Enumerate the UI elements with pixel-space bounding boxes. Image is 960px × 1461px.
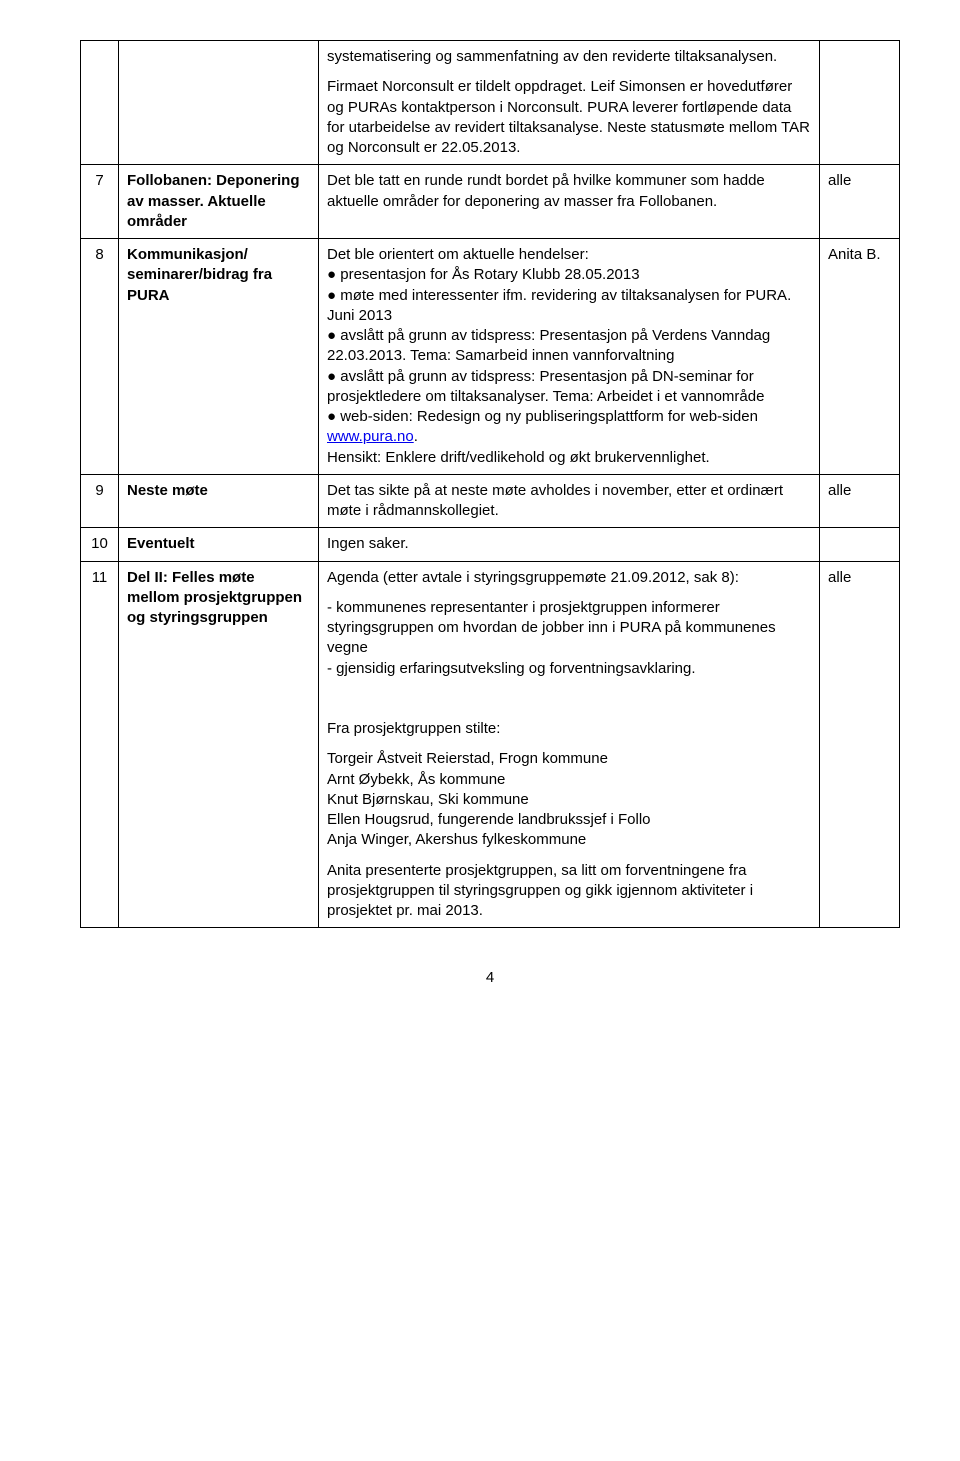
body-paragraph: Det ble orientert om aktuelle hendelser:… (327, 245, 811, 468)
body-paragraph: Anita presenterte prosjektgruppen, sa li… (327, 861, 811, 922)
row-responsible: Anita B. (820, 239, 900, 475)
row-number: 9 (81, 474, 119, 528)
body-paragraph: Fra prosjektgruppen stilte: (327, 719, 811, 739)
body-paragraph (327, 689, 811, 709)
table-row: 7Follobanen: Deponering av masser. Aktue… (81, 165, 900, 239)
row-title: Eventuelt (119, 528, 319, 561)
row-title: Neste møte (119, 474, 319, 528)
row-body: Agenda (etter avtale i styringsgruppemøt… (319, 561, 820, 928)
table-row: 11Del II: Felles møte mellom prosjektgru… (81, 561, 900, 928)
row-title: Del II: Felles møte mellom prosjektgrupp… (119, 561, 319, 928)
table-row: systematisering og sammenfatning av den … (81, 41, 900, 165)
row-body: Ingen saker. (319, 528, 820, 561)
row-responsible (820, 528, 900, 561)
body-paragraph: - kommunenes representanter i prosjektgr… (327, 598, 811, 679)
row-body: Det ble tatt en runde rundt bordet på hv… (319, 165, 820, 239)
table-row: 10Eventuelt Ingen saker. (81, 528, 900, 561)
document-table: systematisering og sammenfatning av den … (80, 40, 900, 928)
body-paragraph: Firmaet Norconsult er tildelt oppdraget.… (327, 77, 811, 158)
row-number: 7 (81, 165, 119, 239)
row-number: 10 (81, 528, 119, 561)
body-paragraph: Torgeir Åstveit Reierstad, Frogn kommune… (327, 749, 811, 850)
row-body: Det tas sikte på at neste møte avholdes … (319, 474, 820, 528)
row-responsible (820, 41, 900, 165)
body-paragraph: Det ble tatt en runde rundt bordet på hv… (327, 171, 811, 212)
table-row: 9Neste møteDet tas sikte på at neste møt… (81, 474, 900, 528)
row-title: Follobanen: Deponering av masser. Aktuel… (119, 165, 319, 239)
row-responsible: alle (820, 474, 900, 528)
table-row: 8Kommunikasjon/ seminarer/bidrag fra PUR… (81, 239, 900, 475)
body-paragraph: Agenda (etter avtale i styringsgruppemøt… (327, 568, 811, 588)
row-number (81, 41, 119, 165)
row-body: Det ble orientert om aktuelle hendelser:… (319, 239, 820, 475)
row-responsible: alle (820, 561, 900, 928)
row-title: Kommunikasjon/ seminarer/bidrag fra PURA (119, 239, 319, 475)
body-paragraph: Det tas sikte på at neste møte avholdes … (327, 481, 811, 522)
body-paragraph: Ingen saker. (327, 534, 811, 554)
row-number: 8 (81, 239, 119, 475)
pura-link[interactable]: www.pura.no (327, 428, 414, 445)
row-responsible: alle (820, 165, 900, 239)
row-title (119, 41, 319, 165)
page-number: 4 (80, 968, 900, 988)
row-number: 11 (81, 561, 119, 928)
body-paragraph: systematisering og sammenfatning av den … (327, 47, 811, 67)
row-body: systematisering og sammenfatning av den … (319, 41, 820, 165)
